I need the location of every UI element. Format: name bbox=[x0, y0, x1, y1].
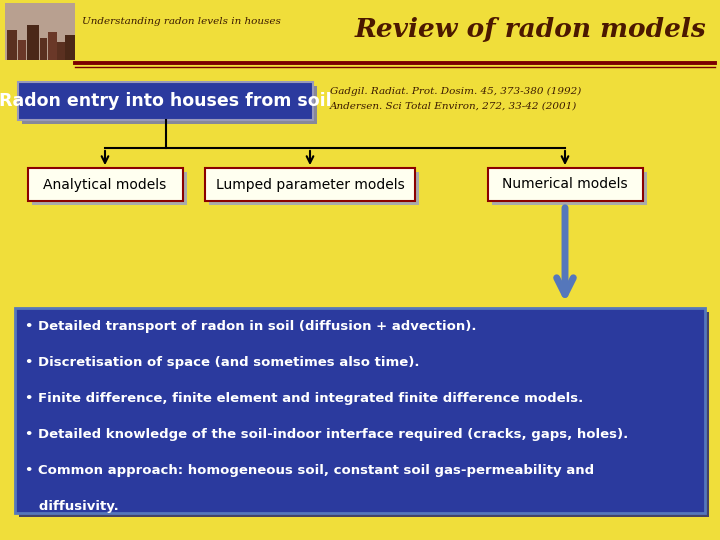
FancyBboxPatch shape bbox=[19, 312, 709, 517]
Text: • Common approach: homogeneous soil, constant soil gas-permeability and: • Common approach: homogeneous soil, con… bbox=[25, 464, 594, 477]
FancyBboxPatch shape bbox=[22, 86, 317, 124]
Bar bbox=[40, 38, 47, 60]
Text: Gadgil. Radiat. Prot. Dosim. 45, 373-380 (1992): Gadgil. Radiat. Prot. Dosim. 45, 373-380… bbox=[330, 86, 581, 96]
Text: Numerical models: Numerical models bbox=[502, 178, 628, 192]
FancyBboxPatch shape bbox=[18, 82, 313, 120]
FancyBboxPatch shape bbox=[32, 172, 186, 205]
FancyBboxPatch shape bbox=[15, 308, 705, 513]
Bar bbox=[65, 35, 75, 60]
FancyBboxPatch shape bbox=[205, 168, 415, 201]
Text: Understanding radon levels in houses: Understanding radon levels in houses bbox=[82, 17, 281, 26]
Bar bbox=[7, 30, 17, 60]
FancyBboxPatch shape bbox=[5, 3, 75, 60]
Text: • Detailed knowledge of the soil-indoor interface required (cracks, gaps, holes): • Detailed knowledge of the soil-indoor … bbox=[25, 428, 629, 441]
Text: • Detailed transport of radon in soil (diffusion + advection).: • Detailed transport of radon in soil (d… bbox=[25, 320, 477, 333]
Text: • Finite difference, finite element and integrated finite difference models.: • Finite difference, finite element and … bbox=[25, 392, 583, 405]
Text: Analytical models: Analytical models bbox=[43, 178, 166, 192]
Bar bbox=[48, 32, 57, 60]
FancyBboxPatch shape bbox=[27, 168, 182, 201]
Text: Radon entry into houses from soil: Radon entry into houses from soil bbox=[0, 92, 332, 110]
Text: • Discretisation of space (and sometimes also time).: • Discretisation of space (and sometimes… bbox=[25, 356, 420, 369]
FancyBboxPatch shape bbox=[492, 172, 647, 205]
Bar bbox=[18, 40, 26, 60]
Text: Lumped parameter models: Lumped parameter models bbox=[215, 178, 405, 192]
Text: Andersen. Sci Total Environ, 272, 33-42 (2001): Andersen. Sci Total Environ, 272, 33-42 … bbox=[330, 102, 577, 111]
Text: Review of radon models: Review of radon models bbox=[354, 17, 706, 43]
Bar bbox=[27, 25, 39, 60]
Text: diffusivity.: diffusivity. bbox=[25, 500, 119, 513]
FancyBboxPatch shape bbox=[487, 168, 642, 201]
Bar bbox=[57, 42, 65, 60]
FancyBboxPatch shape bbox=[209, 172, 419, 205]
